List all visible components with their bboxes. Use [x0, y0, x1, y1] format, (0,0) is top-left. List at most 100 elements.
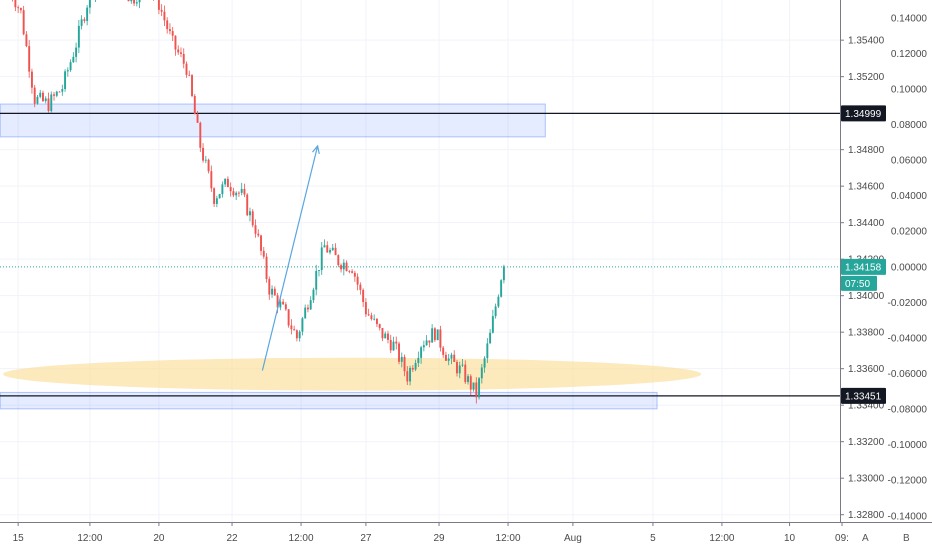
percent-tick-label: 0.08000	[891, 120, 928, 131]
candle-body	[458, 365, 461, 374]
chart-grid	[0, 0, 843, 522]
price-axis-panel	[840, 0, 932, 550]
candle-body	[210, 171, 213, 189]
candle-body	[469, 376, 472, 390]
candle-body	[480, 367, 483, 379]
candle-body	[72, 56, 75, 63]
candle-body	[168, 29, 171, 32]
candle-body	[47, 98, 50, 111]
candle-body	[251, 211, 254, 226]
candle-body	[309, 300, 312, 310]
candle-body	[431, 328, 434, 343]
candle-body	[342, 262, 345, 270]
auto-scale-button[interactable]: A	[862, 533, 869, 544]
candle-body	[53, 94, 55, 96]
candle-body	[75, 47, 78, 57]
candle-body	[287, 309, 290, 326]
candle-body	[351, 271, 354, 273]
candle-body	[489, 332, 492, 344]
candle-body	[387, 333, 389, 340]
candle-body	[439, 329, 442, 348]
candle-body	[188, 74, 191, 76]
level-tag-1: 1.33451	[845, 391, 882, 402]
candle-body	[392, 341, 395, 351]
candle-body	[442, 347, 445, 355]
percent-tick-label: 0.12000	[891, 49, 928, 60]
candle-body	[240, 188, 243, 193]
candle-body	[77, 25, 80, 48]
price-tick-label: 1.32800	[848, 510, 885, 521]
candle-body	[359, 284, 362, 290]
candle-body	[417, 357, 420, 364]
candle-body	[486, 343, 489, 359]
candle-body	[320, 247, 323, 271]
candle-body	[411, 367, 414, 370]
log-scale-button[interactable]: B	[903, 533, 910, 544]
candle-body	[36, 96, 39, 104]
candle-body	[268, 279, 271, 295]
time-tick-label: 15	[13, 533, 25, 544]
candle-body	[135, 2, 138, 4]
candle-body	[293, 329, 296, 331]
candle-body	[433, 328, 436, 341]
time-tick-label: 12:00	[289, 533, 314, 544]
time-axis-panel	[0, 522, 932, 550]
candle-body	[279, 301, 282, 308]
current-price-tag-bg	[841, 258, 886, 275]
candle-body	[80, 19, 83, 26]
candle-body	[44, 98, 47, 102]
candle-body	[282, 301, 285, 305]
price-tick-label: 1.33200	[848, 437, 885, 448]
candle-body	[326, 245, 329, 253]
candle-body	[276, 295, 279, 308]
countdown-tag: 07:50	[845, 279, 870, 290]
candle-body	[306, 307, 309, 310]
candle-body	[381, 327, 384, 339]
price-tick-label: 1.33000	[848, 474, 885, 485]
candle-body	[182, 53, 185, 64]
candle-body	[422, 345, 425, 348]
candle-body	[444, 354, 447, 361]
time-tick-label: 12:00	[77, 533, 102, 544]
candle-body	[213, 188, 216, 204]
price-tags: 1.34999 1.33451 1.34158 07:50	[841, 105, 886, 404]
candle-body	[61, 89, 64, 92]
candle-body	[215, 198, 218, 204]
candle-body	[414, 363, 417, 370]
candle-body	[356, 276, 359, 285]
candle-body	[334, 247, 337, 256]
candle-body	[467, 376, 469, 383]
level-tag-0-bg	[841, 105, 886, 122]
candle-body	[315, 270, 318, 290]
candle-body	[246, 194, 249, 216]
price-tick-label: 1.34400	[848, 218, 885, 229]
candle-body	[83, 19, 86, 21]
candle-body	[58, 91, 61, 93]
candle-body	[166, 20, 169, 30]
candle-body	[406, 371, 409, 382]
candle-body	[301, 318, 304, 332]
candle-body	[138, 0, 141, 3]
percent-tick-label: 0.10000	[891, 84, 928, 95]
percent-tick-label: -0.12000	[888, 476, 928, 487]
time-tick-label: 22	[226, 533, 238, 544]
candle-body	[69, 62, 72, 71]
candle-body	[196, 114, 199, 123]
price-tick-label: 1.33600	[848, 364, 885, 375]
price-tick-label: 1.35400	[848, 36, 885, 47]
candle-body	[237, 192, 240, 194]
price-tick-label: 1.35200	[848, 72, 885, 83]
candle-body	[160, 9, 163, 12]
candle-body	[226, 178, 229, 188]
candlestick-series	[12, 0, 505, 404]
candle-body	[353, 272, 356, 277]
candle-body	[185, 63, 188, 75]
candle-body	[232, 191, 235, 196]
axis-controls[interactable]: A B	[862, 533, 910, 544]
percent-tick-label: -0.08000	[888, 405, 928, 416]
candle-body	[453, 354, 456, 362]
candle-body	[428, 340, 431, 343]
candle-body	[409, 367, 412, 382]
percent-tick-label: -0.04000	[888, 333, 928, 344]
